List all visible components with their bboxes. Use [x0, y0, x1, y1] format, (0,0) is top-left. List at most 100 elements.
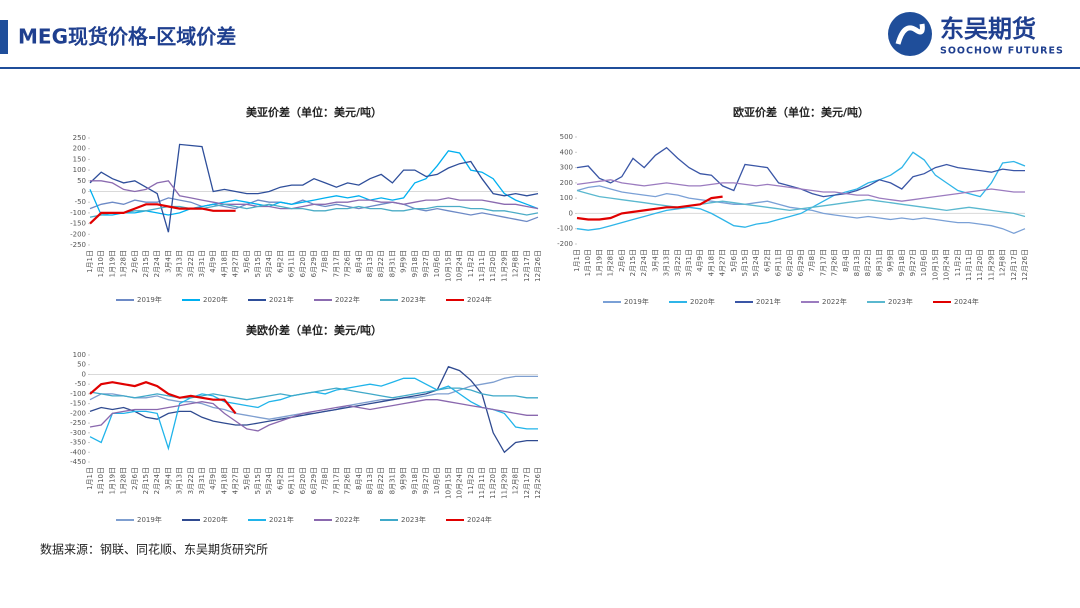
x-tick-label: 7月26日: [344, 250, 352, 277]
x-tick-label: 2月6日: [618, 249, 626, 272]
x-tick-label: 8月4日: [355, 250, 363, 273]
y-tick-label: 150: [73, 155, 86, 163]
y-tick-label: 0: [82, 370, 86, 378]
x-tick-label: 11月20日: [976, 249, 984, 281]
logo-swoosh: [895, 23, 925, 45]
x-tick-label: 7月8日: [321, 467, 329, 490]
x-tick-label: 6月29日: [310, 467, 318, 494]
x-tick-label: 11月2日: [467, 467, 475, 494]
legend-label: 2024年: [954, 297, 979, 306]
source-note: 数据来源：钢联、同花顺、东吴期货研究所: [40, 542, 268, 557]
x-tick-label: 9月27日: [422, 467, 430, 494]
x-tick-label: 8月13日: [366, 467, 374, 494]
chart-title: 美亚价差（单位：美元/吨）: [246, 105, 382, 119]
legend-label: 2019年: [624, 297, 649, 306]
y-tick-label: 100: [73, 166, 86, 174]
x-tick-label: 9月9日: [400, 250, 408, 273]
legend-label: 2021年: [756, 297, 781, 306]
x-tick-label: 4月9日: [696, 249, 704, 272]
x-tick-label: 12月26日: [534, 467, 542, 499]
series-line: [89, 203, 236, 225]
y-tick-label: -100: [70, 209, 86, 217]
x-tick-label: 8月22日: [864, 249, 872, 276]
series-line: [89, 387, 538, 401]
series-line: [89, 143, 539, 233]
x-tick-label: 8月4日: [355, 467, 363, 490]
series-line: [89, 365, 538, 454]
x-tick-label: 3月13日: [663, 249, 671, 276]
y-tick-label: -250: [70, 419, 86, 427]
x-tick-label: 1月1日: [86, 250, 94, 273]
x-tick-label: 10月6日: [920, 249, 928, 276]
legend-label: 2020年: [203, 515, 228, 524]
y-tick-label: -100: [70, 390, 86, 398]
x-tick-label: 3月31日: [198, 467, 206, 494]
series-line: [89, 150, 539, 216]
x-tick-label: 8月22日: [377, 467, 385, 494]
x-tick-label: 10月15日: [444, 250, 452, 282]
x-tick-label: 2月6日: [131, 250, 139, 273]
x-tick-label: 8月31日: [388, 250, 396, 277]
y-tick-label: -200: [70, 230, 86, 238]
x-tick-label: 5月6日: [730, 249, 738, 272]
x-tick-label: 5月15日: [254, 250, 262, 277]
x-tick-label: 6月20日: [299, 250, 307, 277]
y-tick-label: -50: [75, 380, 86, 388]
x-tick-label: 12月17日: [523, 467, 531, 499]
x-tick-label: 7月26日: [831, 249, 839, 276]
x-tick-label: 3月13日: [176, 250, 184, 277]
x-tick-label: 9月18日: [898, 249, 906, 276]
logo-cn: 东吴期货: [940, 15, 1036, 43]
series-line: [90, 180, 539, 210]
x-tick-label: 6月11日: [288, 467, 296, 494]
x-tick-label: 4月9日: [209, 250, 217, 273]
series-line: [576, 189, 1026, 218]
x-tick-label: 5月15日: [741, 249, 749, 276]
x-tick-label: 6月20日: [786, 249, 794, 276]
x-tick-label: 8月13日: [853, 249, 861, 276]
y-tick-label: 200: [560, 179, 573, 187]
x-tick-label: 3月4日: [651, 249, 659, 272]
x-tick-label: 9月18日: [411, 467, 419, 494]
x-tick-label: 10月24日: [456, 250, 464, 282]
x-tick-label: 9月9日: [887, 249, 895, 272]
x-tick-label: 1月28日: [120, 250, 128, 277]
y-tick-label: 100: [73, 351, 86, 359]
legend-label: 2019年: [137, 515, 162, 524]
x-tick-label: 2月24日: [153, 467, 161, 494]
x-tick-label: 6月2日: [276, 250, 284, 273]
x-tick-label: 4月18日: [220, 250, 228, 277]
x-tick-label: 3月31日: [685, 249, 693, 276]
x-tick-label: 11月29日: [987, 249, 995, 281]
y-tick-label: -400: [70, 448, 86, 456]
x-tick-label: 6月11日: [775, 249, 783, 276]
legend-label: 2019年: [137, 295, 162, 304]
y-tick-label: 500: [560, 133, 573, 141]
y-tick-label: 250: [73, 134, 86, 142]
x-tick-label: 10月24日: [456, 467, 464, 499]
x-tick-label: 5月24日: [752, 249, 760, 276]
x-tick-label: 11月2日: [954, 249, 962, 276]
legend-label: 2021年: [269, 515, 294, 524]
x-tick-label: 10月15日: [931, 249, 939, 281]
series-line: [576, 151, 1026, 231]
x-tick-label: 2月6日: [131, 467, 139, 490]
logo-en: SOOCHOW FUTURES: [940, 46, 1064, 57]
x-tick-label: 12月8日: [999, 249, 1007, 276]
x-tick-label: 1月1日: [86, 467, 94, 490]
x-tick-label: 10月6日: [433, 467, 441, 494]
x-tick-label: 12月26日: [534, 250, 542, 282]
x-tick-label: 3月22日: [187, 250, 195, 277]
y-tick-label: 300: [560, 164, 573, 172]
y-tick-label: 100: [560, 194, 573, 202]
x-tick-label: 9月27日: [422, 250, 430, 277]
legend-label: 2023年: [401, 295, 426, 304]
x-tick-label: 11月29日: [500, 467, 508, 499]
x-tick-label: 5月15日: [254, 467, 262, 494]
x-tick-label: 4月27日: [232, 467, 240, 494]
accent-bar: [0, 20, 8, 54]
slide-title: MEG现货价格-区域价差: [18, 25, 236, 49]
y-tick-label: 200: [73, 145, 86, 153]
x-tick-label: 3月31日: [198, 250, 206, 277]
